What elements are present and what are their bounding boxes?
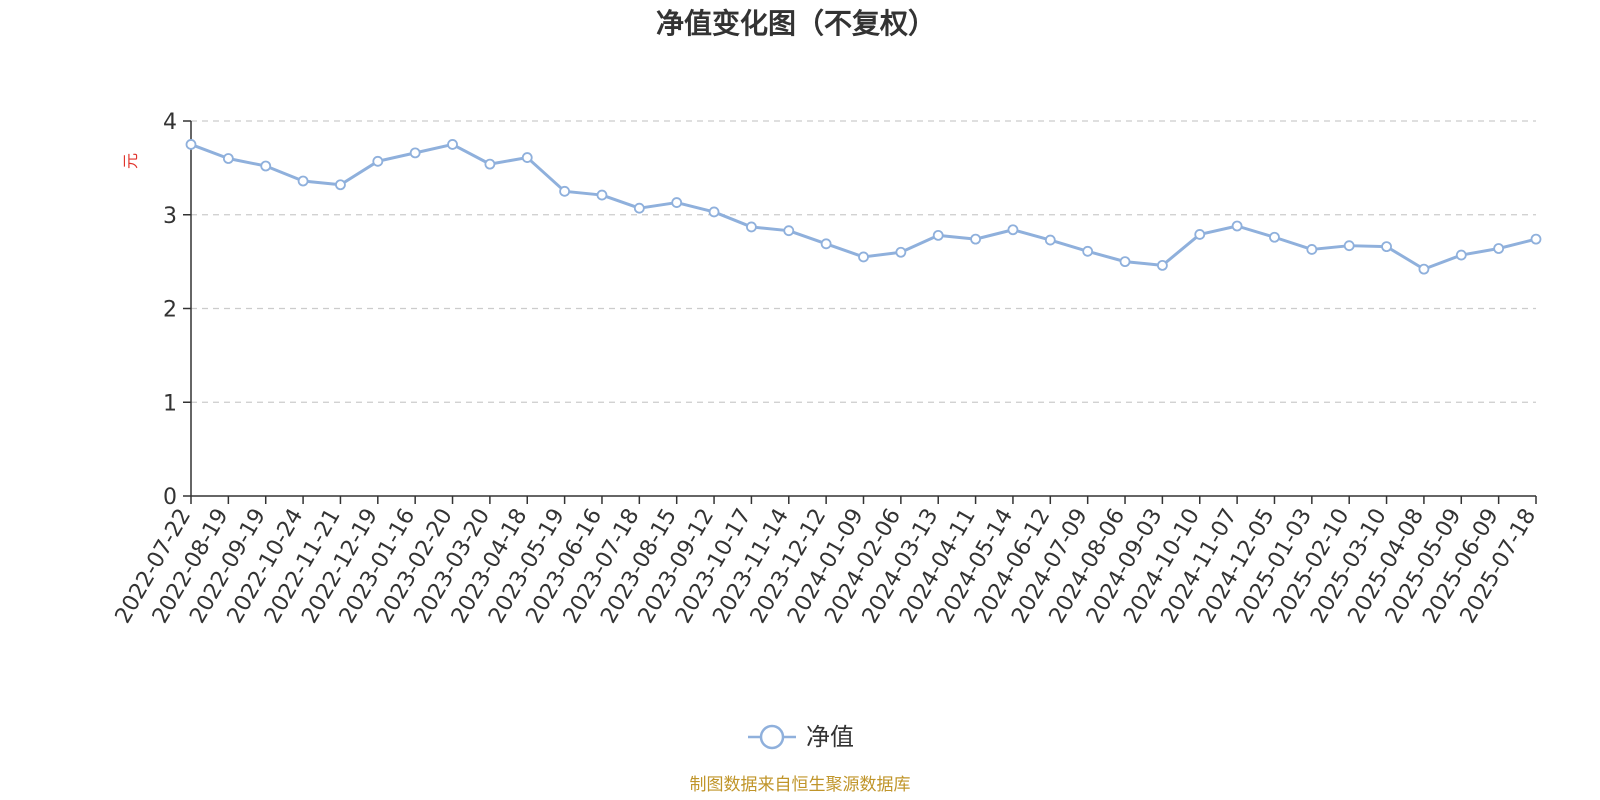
data-point[interactable] <box>1306 244 1318 255</box>
axes <box>183 120 1537 504</box>
data-point[interactable] <box>484 158 496 170</box>
grid-lines <box>191 120 1536 403</box>
data-point[interactable] <box>1194 229 1206 240</box>
y-tick-label: 3 <box>163 204 177 229</box>
data-point[interactable] <box>970 233 981 245</box>
data-point[interactable] <box>1156 259 1168 271</box>
legend-circle-icon <box>759 724 785 750</box>
y-tick-label: 1 <box>163 391 177 416</box>
data-point[interactable] <box>1530 233 1542 245</box>
legend-label: 净值 <box>806 723 854 751</box>
data-point[interactable] <box>1007 224 1019 236</box>
data-point[interactable] <box>820 238 832 250</box>
data-point[interactable] <box>895 246 907 258</box>
data-point[interactable] <box>1231 220 1243 232</box>
data-point[interactable] <box>1381 241 1392 253</box>
data-point[interactable] <box>858 251 869 263</box>
source-note: 制图数据来自恒生聚源数据库 <box>690 775 911 795</box>
y-axis-label: 元 <box>121 153 140 169</box>
data-point[interactable] <box>297 175 309 187</box>
y-tick-label: 4 <box>163 110 177 135</box>
chart-title: 净值变化图（不复权） <box>656 7 936 40</box>
legend[interactable]: 净值 <box>748 723 854 751</box>
data-point[interactable] <box>222 153 234 164</box>
data-point[interactable] <box>447 139 458 150</box>
data-point[interactable] <box>372 155 384 167</box>
data-point[interactable] <box>708 206 720 218</box>
data-point[interactable] <box>1119 256 1131 268</box>
data-point[interactable] <box>932 229 944 241</box>
data-point[interactable] <box>1044 234 1056 246</box>
data-point[interactable] <box>746 221 757 233</box>
data-point[interactable] <box>185 139 197 150</box>
data-point[interactable] <box>521 152 533 163</box>
data-point[interactable] <box>1418 263 1430 275</box>
x-tick-labels: 2022-07-222022-08-192022-09-192022-10-24… <box>111 504 1542 627</box>
data-point[interactable] <box>1455 249 1467 261</box>
data-point[interactable] <box>559 185 571 197</box>
data-point[interactable] <box>335 179 346 191</box>
data-point[interactable] <box>1269 231 1280 243</box>
series-line <box>190 142 1537 271</box>
data-point[interactable] <box>633 202 645 214</box>
data-point[interactable] <box>1082 245 1094 257</box>
data-point[interactable] <box>1493 243 1505 254</box>
data-point[interactable] <box>409 147 421 159</box>
data-point[interactable] <box>671 197 683 208</box>
data-point[interactable] <box>596 189 608 201</box>
y-tick-label: 0 <box>163 485 177 510</box>
y-tick-label: 2 <box>163 298 177 323</box>
series-net-value <box>185 139 1542 275</box>
y-tick-labels: 0 1 2 3 4 <box>163 110 177 510</box>
data-point[interactable] <box>783 225 795 237</box>
data-point[interactable] <box>260 160 272 172</box>
data-point[interactable] <box>1343 240 1355 252</box>
